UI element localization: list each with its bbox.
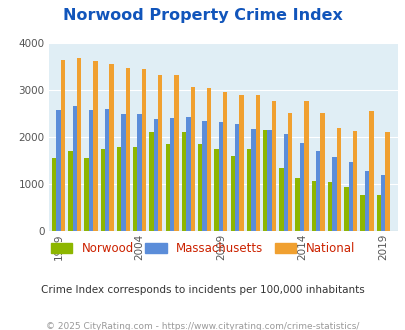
Bar bbox=[218, 122, 222, 231]
Bar bbox=[52, 158, 56, 231]
Bar bbox=[327, 182, 332, 231]
Bar bbox=[56, 110, 60, 231]
Bar bbox=[230, 156, 234, 231]
Bar bbox=[181, 132, 186, 231]
Bar bbox=[234, 124, 239, 231]
Bar bbox=[336, 128, 340, 231]
Bar bbox=[348, 162, 352, 231]
Bar bbox=[109, 64, 113, 231]
Bar bbox=[141, 69, 146, 231]
Bar bbox=[246, 149, 251, 231]
Bar bbox=[89, 110, 93, 231]
Bar bbox=[105, 109, 109, 231]
Bar bbox=[72, 106, 77, 231]
Bar bbox=[214, 149, 218, 231]
Bar bbox=[299, 143, 303, 231]
Bar bbox=[137, 114, 141, 231]
Bar bbox=[77, 58, 81, 231]
Bar bbox=[60, 60, 65, 231]
Bar bbox=[202, 121, 206, 231]
Bar bbox=[170, 118, 174, 231]
Bar bbox=[206, 88, 211, 231]
Bar bbox=[352, 131, 356, 231]
Bar bbox=[198, 144, 202, 231]
Bar bbox=[158, 75, 162, 231]
Bar bbox=[315, 151, 320, 231]
Bar bbox=[343, 187, 348, 231]
Bar bbox=[84, 158, 89, 231]
Bar bbox=[283, 134, 287, 231]
Bar bbox=[222, 92, 227, 231]
Bar bbox=[295, 178, 299, 231]
Bar bbox=[376, 195, 380, 231]
Bar bbox=[368, 111, 373, 231]
Bar bbox=[133, 147, 137, 231]
Bar bbox=[186, 117, 190, 231]
Bar bbox=[262, 130, 267, 231]
Text: Norwood Property Crime Index: Norwood Property Crime Index bbox=[63, 8, 342, 23]
Bar bbox=[267, 130, 271, 231]
Text: Crime Index corresponds to incidents per 100,000 inhabitants: Crime Index corresponds to incidents per… bbox=[41, 285, 364, 295]
Legend: Norwood, Massachusetts, National: Norwood, Massachusetts, National bbox=[46, 237, 359, 260]
Bar bbox=[303, 101, 308, 231]
Bar bbox=[165, 144, 170, 231]
Bar bbox=[360, 195, 364, 231]
Bar bbox=[190, 87, 194, 231]
Bar bbox=[121, 115, 125, 231]
Bar bbox=[380, 175, 384, 231]
Text: © 2025 CityRating.com - https://www.cityrating.com/crime-statistics/: © 2025 CityRating.com - https://www.city… bbox=[46, 322, 359, 330]
Bar bbox=[93, 61, 97, 231]
Bar bbox=[271, 101, 275, 231]
Bar bbox=[117, 147, 121, 231]
Bar bbox=[149, 132, 153, 231]
Bar bbox=[279, 168, 283, 231]
Bar bbox=[255, 95, 259, 231]
Bar bbox=[174, 75, 178, 231]
Bar bbox=[125, 68, 130, 231]
Bar bbox=[251, 129, 255, 231]
Bar bbox=[239, 95, 243, 231]
Bar bbox=[153, 118, 158, 231]
Bar bbox=[68, 151, 72, 231]
Bar bbox=[364, 171, 368, 231]
Bar bbox=[384, 132, 389, 231]
Bar bbox=[100, 149, 105, 231]
Bar bbox=[332, 157, 336, 231]
Bar bbox=[287, 114, 292, 231]
Bar bbox=[311, 181, 315, 231]
Bar bbox=[320, 114, 324, 231]
